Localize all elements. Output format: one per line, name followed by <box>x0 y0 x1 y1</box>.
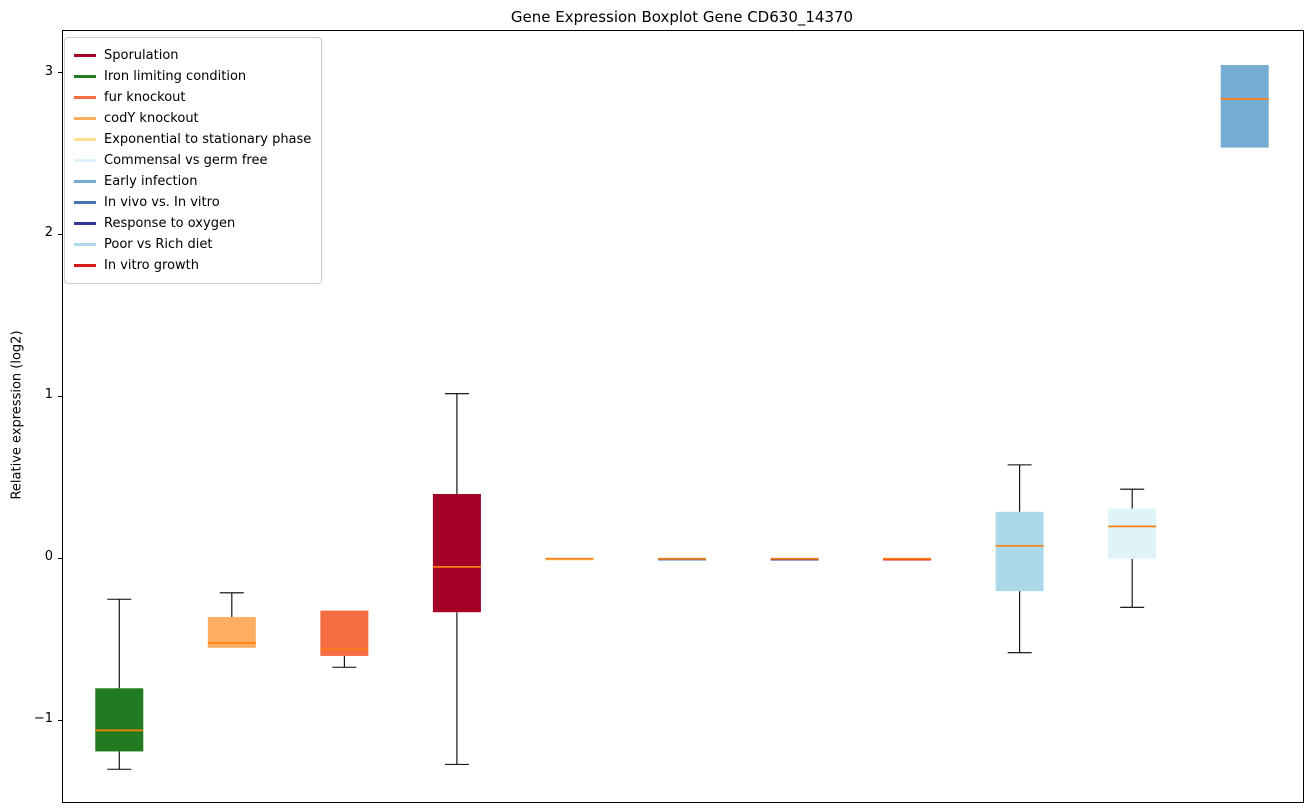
box-poor-vs-rich-diet <box>995 464 1044 654</box>
boxplot-canvas <box>95 64 1269 770</box>
legend-item: Early infection <box>74 171 311 192</box>
legend-swatch <box>74 222 96 225</box>
legend-label: fur knockout <box>104 90 186 105</box>
legend-swatch <box>74 264 96 267</box>
box-early-infection <box>1220 64 1269 148</box>
legend-item: In vitro growth <box>74 255 311 276</box>
chart-title: Gene Expression Boxplot Gene CD630_14370 <box>510 8 854 26</box>
box-in-vitro-growth <box>883 557 932 561</box>
box-response-to-oxygen <box>770 557 819 561</box>
legend-swatch <box>74 75 96 78</box>
y-tick-label: 1 <box>44 387 53 403</box>
legend-swatch <box>74 117 96 120</box>
box-in-vivo-vs-in-vitro <box>658 557 706 561</box>
legend-label: Sporulation <box>104 48 179 63</box>
legend-item: Iron limiting condition <box>74 66 311 87</box>
box-fur-knockout <box>320 610 369 668</box>
box-exponential-to-stationary-phase <box>545 557 594 561</box>
legend-item: Commensal vs germ free <box>74 150 311 171</box>
y-axis-label: Relative expression (log2) <box>9 330 25 500</box>
legend-label: Early infection <box>104 174 198 189</box>
box-iron-limiting-condition <box>95 598 144 770</box>
legend-label: In vitro growth <box>104 258 199 273</box>
y-tick-label: 2 <box>44 225 53 241</box>
legend-label: Iron limiting condition <box>104 69 247 84</box>
box-cody-knockout <box>207 592 256 648</box>
y-tick-label: 0 <box>44 549 53 565</box>
box-commensal-vs-germ-free <box>1108 488 1157 608</box>
y-tick-mark <box>58 72 62 74</box>
legend-label: Commensal vs germ free <box>104 153 268 168</box>
legend-label: Exponential to stationary phase <box>104 132 312 147</box>
legend-label: Response to oxygen <box>104 216 236 231</box>
legend-swatch <box>74 54 96 57</box>
legend-item: fur knockout <box>74 87 311 108</box>
box-sporulation <box>432 393 481 765</box>
legend-item: In vivo vs. In vitro <box>74 192 311 213</box>
legend-swatch <box>74 243 96 246</box>
y-tick-mark <box>58 557 62 559</box>
y-tick-label: −1 <box>33 711 53 727</box>
legend: Sporulation Iron limiting condition fur kn… <box>64 37 323 284</box>
legend-label: In vivo vs. In vitro <box>104 195 220 210</box>
y-tick-mark <box>58 395 62 398</box>
legend-item: Exponential to stationary phase <box>74 129 311 150</box>
y-tick-label: 3 <box>44 63 53 79</box>
legend-item: codY knockout <box>74 108 311 129</box>
legend-swatch <box>74 159 96 162</box>
legend-item: Sporulation <box>74 45 311 66</box>
legend-label: codY knockout <box>104 111 199 126</box>
legend-item: Poor vs Rich diet <box>74 234 311 255</box>
legend-label: Poor vs Rich diet <box>104 237 213 252</box>
legend-swatch <box>74 201 96 204</box>
legend-swatch <box>74 180 96 183</box>
y-tick-mark <box>58 233 62 236</box>
legend-swatch <box>74 96 96 99</box>
y-tick-mark <box>58 719 62 721</box>
legend-swatch <box>74 138 96 141</box>
legend-item: Response to oxygen <box>74 213 311 234</box>
